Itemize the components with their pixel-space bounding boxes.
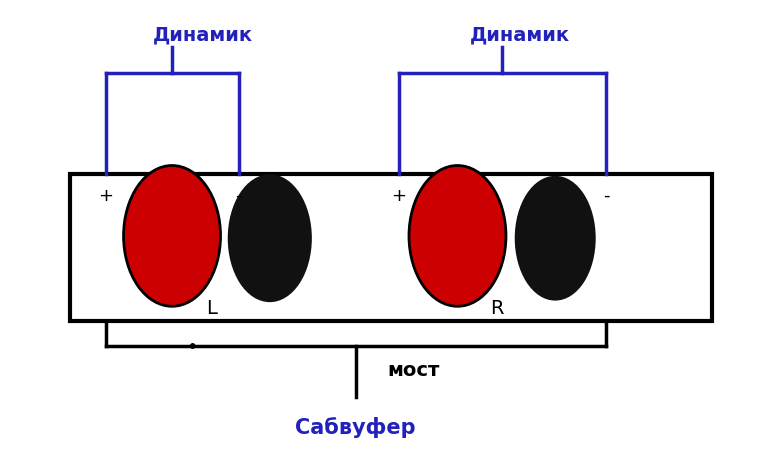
Text: Динамик: Динамик [153, 25, 253, 44]
Text: L: L [206, 298, 217, 317]
Text: R: R [490, 298, 504, 317]
Ellipse shape [229, 176, 310, 301]
Text: •: • [186, 337, 197, 356]
Text: -: - [603, 186, 609, 204]
FancyBboxPatch shape [70, 174, 712, 321]
Text: +: + [391, 186, 407, 204]
Ellipse shape [516, 178, 594, 300]
Text: мост: мост [387, 360, 439, 379]
Text: -: - [235, 186, 242, 204]
Ellipse shape [124, 166, 221, 307]
Text: Динамик: Динамик [470, 25, 570, 44]
Text: +: + [98, 186, 113, 204]
Text: Сабвуфер: Сабвуфер [296, 416, 416, 437]
Ellipse shape [409, 166, 506, 307]
